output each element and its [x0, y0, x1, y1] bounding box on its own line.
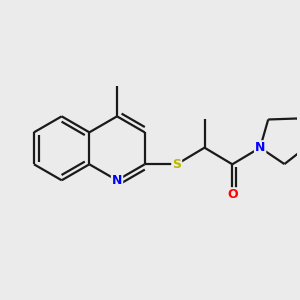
Text: S: S: [172, 158, 181, 171]
Text: N: N: [255, 141, 265, 154]
Text: N: N: [112, 174, 122, 187]
Text: O: O: [227, 188, 238, 201]
